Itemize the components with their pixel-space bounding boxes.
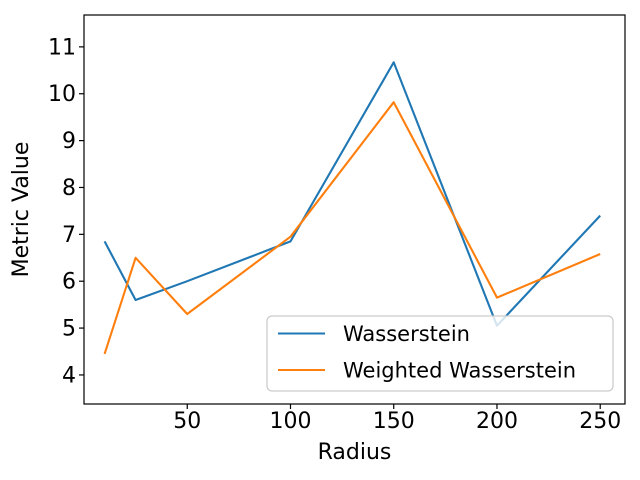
x-tick-label: 200	[476, 409, 518, 434]
x-tick-label: 100	[269, 409, 311, 434]
legend-label: Weighted Wasserstein	[343, 359, 576, 383]
series-line-weighted-wasserstein	[103, 101, 601, 355]
x-tick-label: 150	[373, 409, 415, 434]
y-tick-label: 5	[62, 317, 76, 342]
x-tick-label: 250	[579, 409, 621, 434]
legend-label: Wasserstein	[343, 322, 470, 346]
axes-spines	[83, 14, 626, 405]
y-tick-label: 9	[62, 129, 76, 154]
x-tick-label: 50	[173, 409, 201, 434]
legend-box	[266, 315, 614, 392]
y-tick-label: 4	[62, 363, 76, 388]
y-axis-label: Metric Value	[9, 142, 34, 278]
y-tick-label: 8	[62, 176, 76, 201]
y-tick-label: 6	[62, 270, 76, 295]
y-tick-label: 10	[48, 82, 76, 107]
y-tick-label: 11	[48, 35, 76, 60]
x-axis-label: Radius	[318, 440, 392, 465]
y-tick-label: 7	[62, 223, 76, 248]
legend: Wasserstein Weighted Wasserstein	[266, 315, 614, 392]
